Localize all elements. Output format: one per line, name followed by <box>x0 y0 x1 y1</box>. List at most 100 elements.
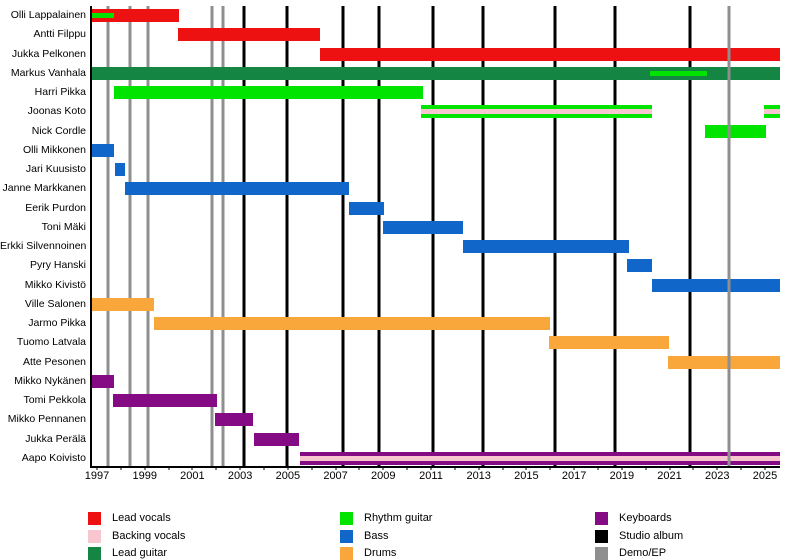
timeline-bar-keyboards <box>92 374 115 388</box>
member-label: Markus Vanhala <box>10 66 86 79</box>
x-axis-tick-label: 2015 <box>514 470 539 482</box>
release-line-demo-ep <box>106 6 110 466</box>
legend-label-rhythm-guitar: Rhythm guitar <box>364 512 433 524</box>
release-line-studio-album <box>242 6 246 466</box>
timeline-bar-keyboards <box>112 394 217 408</box>
legend-swatch-lead-vocals <box>88 512 101 525</box>
release-line-studio-album <box>431 6 435 466</box>
x-axis-tick <box>525 466 527 470</box>
legend-swatch-lead-guitar <box>88 547 101 560</box>
timeline-bar-lead-vocals <box>92 9 180 23</box>
timeline-bar-lead-guitar <box>92 66 780 80</box>
member-label: Olli Mikkonen <box>22 143 86 156</box>
x-axis-tick <box>215 466 217 470</box>
member-label: Atte Pesonen <box>22 355 86 368</box>
x-axis-tick <box>764 466 766 470</box>
legend-swatch-studio-album <box>595 529 608 543</box>
timeline-bar-drums <box>153 317 550 331</box>
timeline-bar-keyboards <box>300 451 780 465</box>
timeline-bar-drums <box>668 355 780 369</box>
x-axis-tick <box>430 466 432 470</box>
x-axis-tick-label: 2023 <box>705 470 730 482</box>
member-label: Jarmo Pikka <box>28 317 86 329</box>
member-label: Pyry Hanski <box>29 259 86 272</box>
legend-label-lead-vocals: Lead vocals <box>112 512 171 524</box>
member-label: Ville Salonen <box>24 297 86 310</box>
timeline-bar-rhythm-guitar <box>764 105 780 119</box>
x-axis-tick-label: 2025 <box>752 470 778 482</box>
member-label: Toni Mäki <box>41 220 86 233</box>
timeline-bar-bass <box>114 163 125 177</box>
legend: Lead vocals Backing vocals Lead guitar Rhyt… <box>0 505 800 560</box>
release-line-demo-ep <box>210 6 214 466</box>
x-axis-tick <box>263 466 265 470</box>
legend-swatch-bass <box>340 529 353 543</box>
x-axis-tick-label: 1999 <box>132 470 157 482</box>
x-axis-tick-label: 2005 <box>275 470 301 482</box>
x-axis-tick-label: 2003 <box>227 470 253 482</box>
legend-label-demo-ep: Demo/EP <box>619 547 667 559</box>
timeline-bar-bass <box>92 143 115 157</box>
x-axis-tick <box>120 466 122 470</box>
timeline-bar-lead-vocals <box>320 47 780 61</box>
legend-swatch-rhythm-guitar <box>340 512 353 525</box>
legend-swatch-demo-ep <box>595 547 608 560</box>
timeline-bar-rhythm-guitar <box>421 105 653 119</box>
member-label: Jari Kuusisto <box>25 163 86 175</box>
member-label: Aapo Koivisto <box>21 451 86 464</box>
x-axis-tick <box>168 466 170 470</box>
release-line-studio-album <box>553 6 557 466</box>
member-label: Harri Pikka <box>34 86 86 98</box>
x-axis-tick <box>621 466 623 470</box>
x-axis-tick <box>335 466 337 470</box>
member-label: Antti Filppu <box>33 28 86 41</box>
member-label: Joonas Koto <box>27 105 86 118</box>
x-axis-tick <box>740 466 742 470</box>
legend-label-backing-vocals: Backing vocals <box>112 529 186 542</box>
timeline-bar-bass <box>383 220 463 234</box>
member-name-axis: Olli Lappalainen Antti Filppu Jukka Pelkon… <box>0 6 86 468</box>
x-axis-tick <box>239 466 241 470</box>
x-axis-tick <box>692 466 694 470</box>
release-line-studio-album <box>341 6 345 466</box>
x-axis-tick-label: 1997 <box>84 470 110 482</box>
legend-swatch-backing-vocals <box>88 529 101 543</box>
x-axis-tick-label: 2007 <box>323 470 348 482</box>
x-axis-tick-label: 2011 <box>419 470 443 482</box>
legend-label-drums: Drums <box>364 547 397 559</box>
x-axis-tick-label: 2001 <box>180 470 205 482</box>
member-label: Mikko Kivistö <box>24 278 86 291</box>
x-axis-tick-label: 2013 <box>466 470 491 482</box>
x-axis-tick <box>358 466 360 470</box>
release-line-demo-ep <box>221 6 225 466</box>
x-axis-tick-label: 2017 <box>561 470 587 482</box>
release-line-studio-album <box>285 6 289 466</box>
member-label: Eerik Purdon <box>25 201 86 214</box>
legend-label-lead-guitar: Lead guitar <box>112 547 168 559</box>
member-label: Mikko Nykänen <box>14 374 86 387</box>
member-label: Erkki Silvennoinen <box>0 240 87 252</box>
release-line-studio-album <box>377 6 380 466</box>
x-axis-tick <box>669 466 671 470</box>
member-label: Tuomo Latvala <box>16 336 86 349</box>
member-label: Jukka Pelkonen <box>11 47 86 60</box>
legend-swatch-keyboards <box>595 512 608 525</box>
release-line-demo-ep <box>146 6 150 466</box>
member-label: Mikko Pennanen <box>7 413 86 426</box>
legend-label-studio-album: Studio album <box>619 529 684 542</box>
x-axis-tick-label: 2009 <box>371 470 396 482</box>
timeline-bar-rhythm-guitar <box>114 86 424 100</box>
x-axis-tick <box>645 466 647 470</box>
x-axis-tick <box>502 466 504 470</box>
release-line-studio-album <box>481 6 485 466</box>
release-line-demo-ep <box>727 6 731 466</box>
x-axis-tick <box>573 466 575 470</box>
timeline-bar-bass <box>124 182 350 196</box>
x-axis-tick <box>716 466 718 470</box>
x-axis-tick <box>382 466 384 470</box>
timeline-stripe-rhythm-guitar <box>650 70 708 76</box>
member-label: Tomi Pekkola <box>23 394 86 406</box>
x-axis-tick <box>96 466 98 470</box>
legend-label-bass: Bass <box>364 529 389 542</box>
timeline-bar-drums <box>548 336 670 350</box>
